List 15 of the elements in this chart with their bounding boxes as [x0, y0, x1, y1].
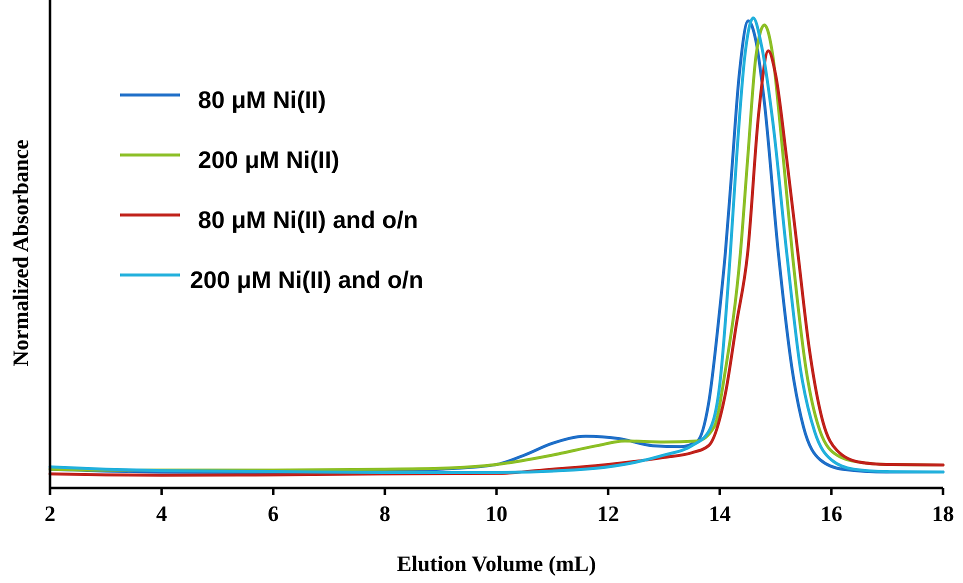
x-axis-title: Elution Volume (mL) [396, 551, 596, 576]
x-tick-label: 4 [156, 501, 168, 526]
x-tick-label: 16 [820, 501, 842, 526]
x-tick-label: 12 [597, 501, 620, 526]
x-tick-label: 6 [268, 501, 279, 526]
x-tick-label: 10 [486, 501, 508, 526]
legend-label: 80 μM Ni(II) and o/n [198, 207, 418, 234]
x-tick-label: 18 [932, 501, 954, 526]
legend-label: 200 μM Ni(II) and o/n [190, 267, 424, 294]
x-tick-label: 8 [379, 501, 390, 526]
legend-label: 80 μM Ni(II) [198, 87, 326, 114]
y-axis-title: Normalized Absorbance [8, 139, 33, 366]
x-tick-label: 14 [708, 501, 731, 526]
legend-label: 200 μM Ni(II) [198, 147, 340, 174]
x-tick-label: 2 [44, 501, 56, 526]
